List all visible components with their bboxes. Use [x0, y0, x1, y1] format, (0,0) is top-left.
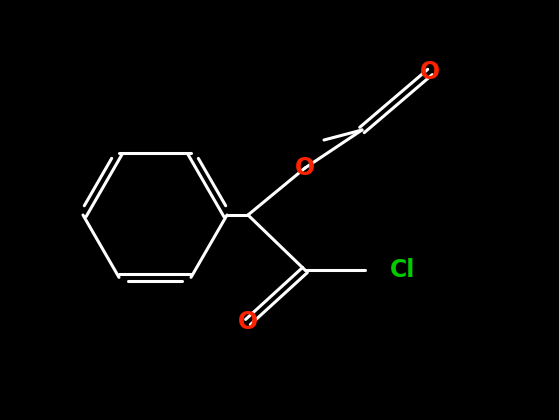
Text: Cl: Cl	[390, 258, 415, 282]
Text: O: O	[238, 310, 258, 334]
Text: O: O	[420, 60, 440, 84]
Text: O: O	[295, 156, 315, 180]
